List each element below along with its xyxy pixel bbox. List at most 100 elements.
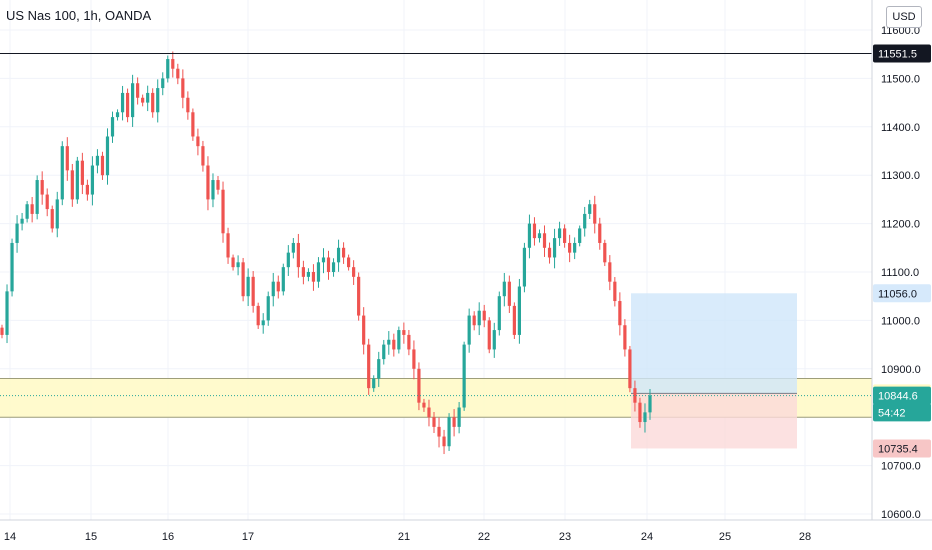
candle: [75, 156, 79, 204]
candle: [326, 250, 331, 280]
price-axis-bg: [872, 0, 932, 550]
time-axis: 14 15 16 17 21 22 23 24 25 28: [0, 519, 932, 543]
candle: [0, 324, 4, 339]
candle: [246, 268, 250, 307]
position-stop-zone: [631, 393, 797, 449]
candle: [85, 179, 89, 201]
price-tick-label: 11600.0: [881, 25, 920, 37]
price-tick-label: 10700.0: [881, 461, 921, 473]
time-tick-label: 21: [398, 531, 410, 543]
candle: [557, 221, 562, 246]
candle: [301, 260, 305, 285]
candle: [281, 263, 285, 296]
candle: [422, 398, 426, 412]
candle: [341, 242, 346, 264]
time-tick-label: 22: [478, 531, 490, 543]
candle: [331, 258, 336, 277]
candle: [352, 260, 356, 285]
candle: [10, 238, 14, 297]
candle: [321, 248, 326, 274]
position-target-zone: [631, 293, 797, 394]
candle: [236, 255, 240, 276]
price-tick-label: 11100.0: [881, 267, 919, 279]
candle: [492, 322, 496, 358]
candle: [251, 271, 255, 313]
candle: [115, 109, 120, 121]
price-tag-label: 10735.4: [878, 443, 918, 455]
candle: [442, 429, 446, 455]
price-tag-label: 10844.6: [878, 391, 918, 403]
currency-button[interactable]: USD: [886, 6, 922, 28]
candle: [196, 128, 200, 156]
candle: [467, 308, 471, 353]
candle: [131, 74, 135, 127]
candle: [336, 239, 341, 272]
candle: [542, 225, 547, 257]
candle: [432, 411, 436, 433]
candle: [537, 229, 542, 243]
candle: [643, 403, 647, 433]
candle: [522, 242, 527, 293]
candle: [377, 351, 381, 387]
price-tick-label: 11000.0: [881, 315, 920, 327]
candle: [457, 402, 461, 434]
candle: [402, 322, 406, 344]
candle: [633, 380, 637, 412]
price-tag: 10735.4: [873, 439, 931, 458]
price-tick-label: 11200.0: [881, 219, 920, 231]
candle: [181, 69, 185, 109]
candle: [176, 63, 180, 85]
candle: [15, 215, 19, 253]
candle: [45, 188, 49, 217]
candle: [50, 205, 54, 233]
price-tick-label: 11300.0: [881, 170, 920, 182]
candle: [151, 88, 155, 118]
price-tick-label: 10600.0: [881, 509, 921, 521]
candle: [136, 77, 140, 105]
candle: [638, 397, 642, 428]
candle: [65, 137, 69, 181]
candle: [226, 227, 230, 264]
candle: [593, 195, 597, 234]
price-tag: 11056.0: [873, 284, 931, 303]
candle: [472, 311, 476, 331]
candle: [648, 389, 652, 420]
candle: [367, 338, 371, 395]
time-tick-label: 25: [719, 531, 731, 543]
candle: [5, 284, 9, 344]
chart-zones: [0, 293, 872, 449]
candle: [70, 163, 74, 207]
candle: [568, 234, 572, 263]
candle: [166, 55, 170, 83]
candle: [105, 128, 110, 185]
candle: [291, 238, 295, 259]
candle: [527, 214, 532, 259]
candle: [447, 413, 451, 451]
candles: [0, 51, 652, 455]
candle: [372, 375, 376, 392]
candle: [276, 275, 280, 299]
candle: [306, 268, 311, 282]
time-tick-label: 16: [162, 531, 174, 543]
candle: [60, 141, 64, 206]
candle: [507, 275, 511, 313]
candle: [437, 417, 441, 448]
candle: [30, 196, 34, 223]
candle: [598, 217, 602, 250]
candle: [221, 181, 225, 243]
candle: [563, 224, 567, 248]
price-tag: 54:42: [873, 403, 931, 422]
candle: [397, 326, 401, 354]
candle: [547, 242, 552, 264]
candle: [362, 307, 366, 355]
candle: [125, 88, 130, 123]
candle: [146, 85, 150, 112]
time-tick-label: 28: [799, 531, 811, 543]
candle: [266, 291, 270, 326]
candle: [211, 173, 215, 208]
price-tag-label: 54:42: [878, 407, 906, 419]
candle: [186, 91, 190, 120]
candle: [387, 331, 391, 355]
